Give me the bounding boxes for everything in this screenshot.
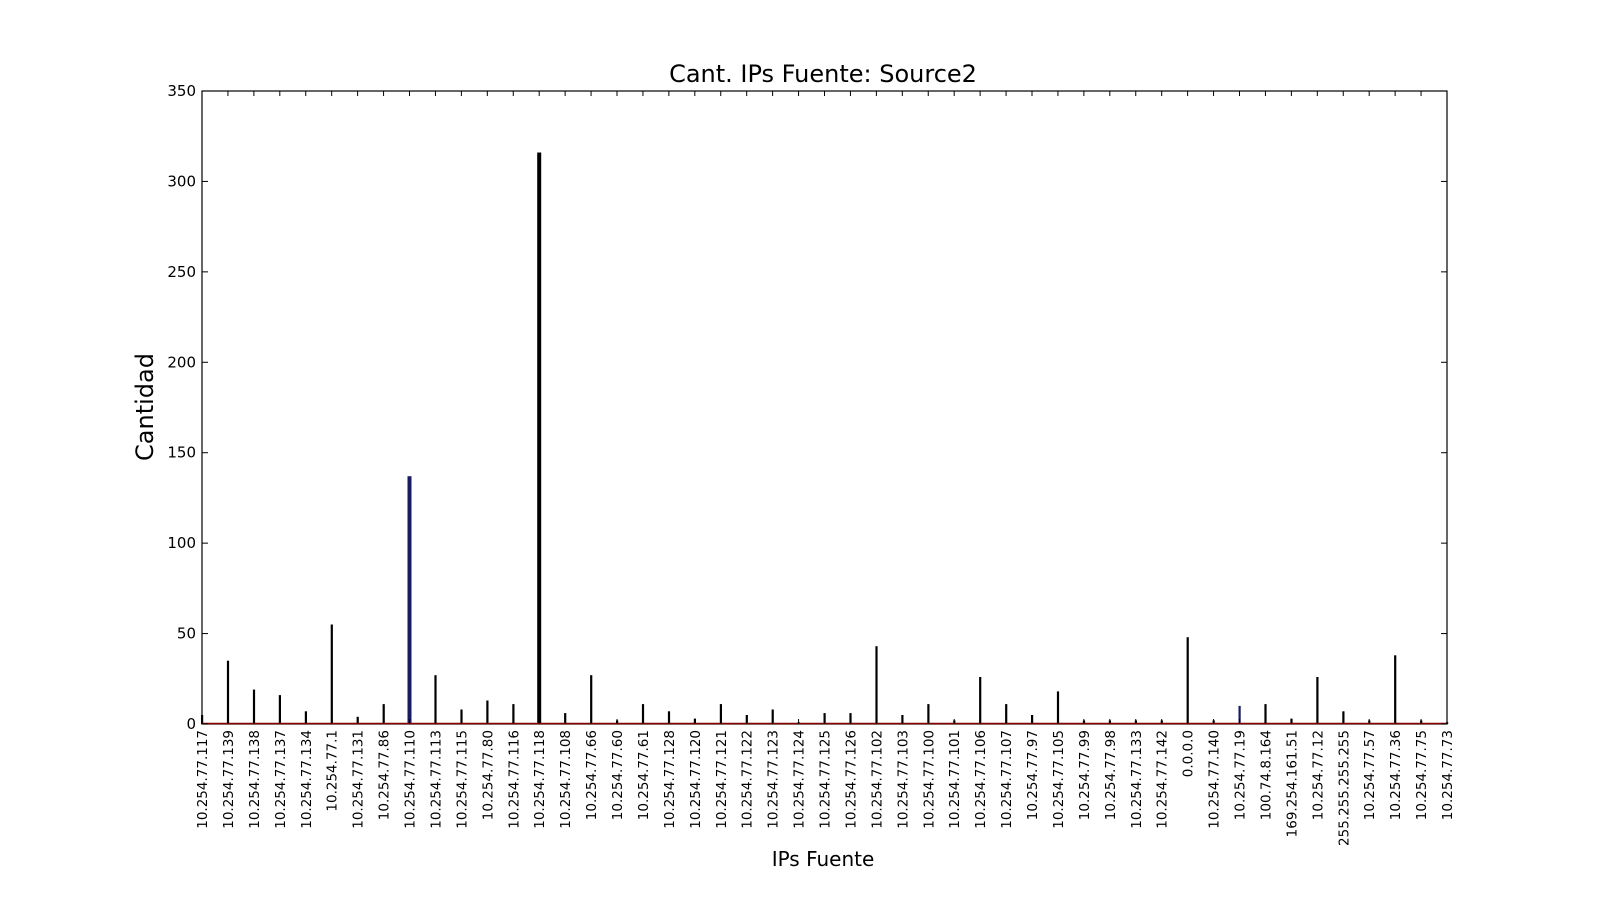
bar-10.254.77.1 [330, 624, 333, 724]
x-tick-label: 10.254.77.118 [532, 730, 548, 829]
bar-10.254.77.61 [641, 704, 645, 724]
x-tick-label: 10.254.77.107 [999, 730, 1015, 829]
axes-group [201, 90, 1448, 725]
x-tick-label: 10.254.77.140 [1207, 730, 1223, 829]
x-tick-label: 10.254.77.80 [480, 730, 496, 820]
x-tick-label: 10.254.77.138 [247, 730, 263, 829]
x-tick-label: 10.254.77.123 [766, 730, 782, 829]
x-tick-label: 10.254.77.73 [1440, 730, 1456, 820]
y-tick-label: 100 [167, 534, 196, 552]
bar-10.254.77.108 [564, 713, 567, 724]
bar-100.74.8.164 [1264, 704, 1267, 724]
x-tick-label: 10.254.77.115 [454, 730, 470, 829]
x-tick-label: 10.254.77.98 [1103, 730, 1119, 820]
x-tick-label: 10.254.77.105 [1051, 730, 1067, 829]
x-tick-label: 10.254.77.116 [506, 730, 522, 829]
x-tick-label: 10.254.77.19 [1233, 730, 1249, 820]
x-tick-label: 10.254.77.108 [558, 730, 574, 829]
bar-10.254.77.139 [226, 660, 230, 724]
x-tick-label: 10.254.77.86 [377, 730, 393, 820]
y-axis-label: Cantidad [131, 353, 159, 461]
bar-10.254.77.105 [1056, 691, 1060, 724]
bar-10.254.77.12 [1316, 677, 1319, 724]
x-tick-label: 10.254.77.61 [636, 730, 652, 820]
y-ticks-group: 0 50 100 150 200 250 300 350 [167, 82, 1447, 733]
bar-10.254.77.137 [278, 695, 281, 724]
x-tick-label: 10.254.77.106 [973, 730, 989, 829]
x-tick-label: 10.254.77.124 [792, 730, 808, 829]
x-tick-label: 10.254.77.36 [1388, 730, 1404, 820]
plot-frame [201, 90, 1448, 725]
y-tick-label: 150 [167, 444, 196, 462]
bar-10.254.77.121 [719, 704, 722, 724]
bar-10.254.77.113 [434, 675, 437, 724]
y-tick-label: 250 [167, 263, 196, 281]
bar-10.254.77.116 [512, 704, 515, 724]
x-axis-label: IPs Fuente [772, 847, 875, 871]
x-tick-label: 10.254.77.66 [584, 730, 600, 820]
bars-group [201, 152, 1449, 724]
x-tick-label: 10.254.77.134 [299, 730, 315, 829]
x-tick-label: 10.254.77.113 [428, 730, 444, 829]
x-tick-label: 10.254.77.120 [688, 730, 704, 829]
y-tick-label: 200 [167, 353, 196, 371]
bar-10.254.77.123 [771, 709, 774, 724]
x-tick-label: 10.254.77.125 [818, 730, 834, 829]
y-tick-label: 300 [167, 172, 196, 190]
bar-255.255.255.255 [1342, 711, 1345, 724]
bar-10.254.77.86 [382, 704, 385, 724]
bar-10.254.77.106 [979, 677, 982, 724]
bar-10.254.77.118 [537, 152, 542, 724]
y-tick-label: 350 [167, 82, 196, 100]
y-tick-label: 50 [177, 625, 196, 643]
x-tick-label: 10.254.77.75 [1414, 730, 1430, 820]
x-tick-label: 10.254.77.101 [947, 730, 963, 829]
x-tick-label: 10.254.77.100 [921, 730, 937, 829]
x-tick-label: 10.254.77.103 [895, 730, 911, 829]
x-tick-label: 10.254.77.137 [273, 730, 289, 829]
x-tick-label: 10.254.77.102 [869, 730, 885, 829]
y-tick-label: 0 [186, 715, 196, 733]
bar-10.254.77.126 [849, 713, 852, 724]
x-tick-label: 10.254.77.133 [1129, 730, 1145, 829]
x-tick-label: 10.254.77.97 [1025, 730, 1041, 820]
chart-title: Cant. IPs Fuente: Source2 [669, 60, 977, 88]
bar-10.254.77.115 [460, 709, 463, 724]
bar-10.254.77.125 [823, 713, 826, 724]
x-tick-label: 10.254.77.60 [610, 730, 626, 820]
x-tick-label: 10.254.77.1 [325, 730, 341, 812]
bar-10.254.77.19 [1238, 705, 1241, 724]
x-tick-label: 10.254.77.121 [714, 730, 730, 829]
x-tick-label: 10.254.77.57 [1362, 730, 1378, 820]
x-tick-label: 10.254.77.139 [221, 730, 237, 829]
x-tick-label: 10.254.77.142 [1155, 730, 1171, 829]
x-tick-label: 0.0.0.0 [1181, 730, 1197, 777]
x-tick-label: 10.254.77.131 [351, 730, 367, 829]
bar-0.0.0.0 [1186, 637, 1189, 724]
x-tick-label: 255.255.255.255 [1336, 730, 1352, 846]
bar-10.254.77.66 [590, 675, 593, 724]
x-tick-label: 100.74.8.164 [1258, 730, 1274, 820]
x-tick-label: 10.254.77.126 [843, 730, 859, 829]
bar-10.254.77.128 [667, 711, 671, 724]
x-tick-label: 10.254.77.99 [1077, 730, 1093, 820]
x-tick-label: 10.254.77.128 [662, 730, 678, 829]
x-ticks-group: 10.254.77.117 10.254.77.139 10.254.77.138 1… [195, 91, 1456, 846]
x-tick-label: 10.254.77.117 [195, 730, 211, 829]
x-tick-label: 10.254.77.110 [403, 730, 419, 829]
bar-10.254.77.80 [486, 700, 489, 724]
x-tick-label: 10.254.77.122 [740, 730, 756, 829]
bar-10.254.77.36 [1394, 655, 1397, 724]
bar-10.254.77.110 [407, 476, 412, 724]
x-tick-label: 10.254.77.12 [1310, 730, 1326, 820]
x-tick-label: 169.254.161.51 [1284, 730, 1300, 837]
bar-10.254.77.138 [252, 689, 256, 724]
bar-10.254.77.107 [1005, 704, 1008, 724]
bar-10.254.77.102 [875, 646, 878, 724]
bar-10.254.77.100 [927, 704, 930, 724]
bar-10.254.77.134 [304, 711, 307, 724]
